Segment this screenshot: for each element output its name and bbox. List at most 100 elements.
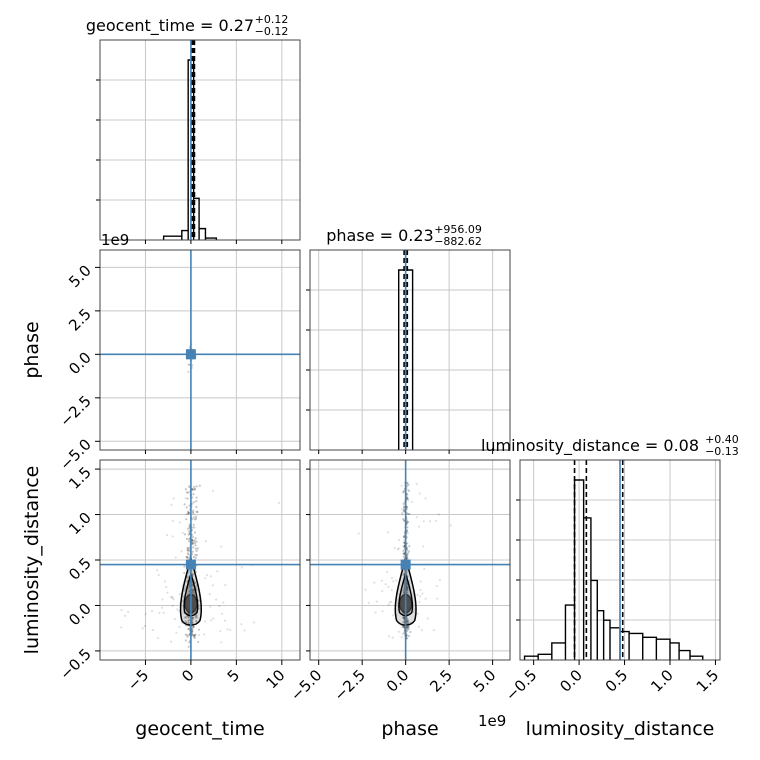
scatter-geocent_time-vs-luminosity_distance-sample-point (191, 618, 194, 621)
scatter-geocent_time-vs-luminosity_distance-sample-point (184, 497, 187, 500)
scatter-geocent_time-vs-luminosity_distance-sample-point (183, 587, 186, 590)
scatter-geocent_time-vs-luminosity_distance-sample-point (196, 510, 199, 514)
x-tick-phase-label: 0.0 (383, 666, 413, 696)
scatter-phase-vs-luminosity_distance-sample-point (380, 579, 384, 582)
scatter-geocent_time-vs-luminosity_distance-sample-point (195, 619, 198, 623)
offset-label-geocent-time: 1e9 (101, 231, 129, 249)
scatter-geocent_time-vs-luminosity_distance-sample-point (156, 569, 159, 572)
x-tick-geocent-time-label: 10 (262, 666, 288, 692)
scatter-phase-vs-luminosity_distance-sample-point (422, 545, 425, 548)
scatter-geocent_time-vs-luminosity_distance-sample-point (178, 625, 181, 628)
x-tick-phase-label: 5.0 (470, 666, 500, 696)
y-axis-label-luminosity-distance: luminosity_distance (21, 466, 43, 655)
scatter-geocent_time-vs-phase-frame (99, 249, 301, 451)
scatter-geocent_time-vs-luminosity_distance-sample-point (192, 555, 195, 559)
diag-luminosity_distance-frame (519, 459, 721, 661)
scatter-geocent_time-vs-luminosity_distance-sample-point (195, 615, 198, 618)
x-tick-luminosity-distance-label: 0.5 (602, 666, 632, 696)
scatter-phase-vs-luminosity_distance-sample-point (403, 505, 406, 508)
scatter-phase-vs-luminosity_distance-sample-point (407, 626, 410, 629)
scatter-geocent_time-vs-luminosity_distance-sample-point (187, 619, 190, 622)
scatter-geocent_time-vs-luminosity_distance-sample-point (223, 619, 227, 622)
scatter-geocent_time-vs-luminosity_distance-sample-point (184, 616, 188, 619)
scatter-geocent_time-vs-luminosity_distance-sample-point (193, 542, 197, 545)
scatter-geocent_time-vs-phase-sample-point (191, 364, 194, 367)
scatter-geocent_time-vs-luminosity_distance-sample-point (191, 541, 194, 544)
scatter-geocent_time-vs-luminosity_distance-sample-point (195, 554, 199, 557)
scatter-geocent_time-vs-luminosity_distance-sample-point (183, 503, 186, 506)
scatter-geocent_time-vs-luminosity_distance-sample-point (187, 546, 190, 549)
scatter-phase-vs-luminosity_distance-sample-point (401, 513, 404, 516)
scatter-phase-vs-luminosity_distance-sample-point (402, 626, 406, 629)
scatter-geocent_time-vs-luminosity_distance-sample-point (193, 635, 196, 638)
scatter-geocent_time-vs-luminosity_distance-sample-point (187, 512, 190, 515)
scatter-phase-vs-luminosity_distance-sample-point (391, 614, 394, 617)
scatter-geocent_time-vs-luminosity_distance-sample-point (187, 576, 190, 579)
scatter-phase-vs-luminosity_distance-sample-point (423, 567, 426, 571)
scatter-geocent_time-vs-luminosity_distance-sample-point (195, 496, 198, 499)
scatter-phase-vs-luminosity_distance-sample-point (381, 610, 384, 613)
scatter-phase-vs-luminosity_distance-sample-point (437, 513, 440, 516)
scatter-phase-vs-luminosity_distance-sample-point (407, 620, 410, 623)
scatter-geocent_time-vs-luminosity_distance-sample-point (185, 537, 189, 541)
scatter-geocent_time-vs-luminosity_distance-sample-point (222, 601, 225, 604)
scatter-phase-vs-luminosity_distance-sample-point (385, 570, 389, 573)
y-tick-luminosity-distance-label: −0.5 (56, 645, 94, 683)
y-tick-phase-label: 0.0 (65, 348, 95, 378)
scatter-phase-vs-luminosity_distance-sample-point (402, 555, 405, 558)
scatter-phase-vs-luminosity_distance-sample-point (375, 600, 378, 603)
scatter-geocent_time-vs-luminosity_distance-sample-point (192, 523, 195, 526)
diag-phase-title-plus: +956.09 (434, 223, 482, 236)
scatter-phase-vs-luminosity_distance-sample-point (402, 491, 405, 494)
scatter-phase-vs-luminosity_distance-sample-point (415, 482, 418, 485)
x-tick-luminosity-distance-label: 0.0 (556, 666, 586, 696)
scatter-phase-vs-luminosity_distance-sample-point (407, 483, 410, 486)
scatter-geocent_time-vs-luminosity_distance-sample-point (161, 598, 164, 601)
scatter-phase-vs-luminosity_distance-sample-point (406, 628, 409, 631)
scatter-phase-vs-luminosity_distance-sample-point (428, 519, 432, 523)
scatter-phase-vs-luminosity_distance-sample-point (384, 583, 387, 586)
scatter-phase-vs-luminosity_distance-sample-point (424, 497, 427, 500)
scatter-geocent_time-vs-phase-sample-point (187, 363, 190, 366)
scatter-geocent_time-vs-luminosity_distance-sample-point (188, 537, 191, 541)
scatter-phase-vs-luminosity_distance-sample-point (424, 597, 427, 600)
scatter-geocent_time-vs-luminosity_distance-sample-point (191, 542, 194, 545)
scatter-geocent_time-vs-luminosity_distance-sample-point (183, 616, 186, 619)
scatter-phase-vs-luminosity_distance-sample-point (401, 616, 405, 619)
scatter-phase-vs-luminosity_distance-sample-point (397, 538, 401, 541)
scatter-geocent_time-vs-luminosity_distance-sample-point (191, 625, 194, 628)
scatter-geocent_time-vs-luminosity_distance-sample-point (185, 621, 188, 624)
x-axis-label-phase: phase (381, 718, 438, 740)
scatter-geocent_time-vs-luminosity_distance-sample-point (186, 552, 190, 555)
scatter-geocent_time-vs-luminosity_distance-sample-point (192, 526, 195, 529)
scatter-geocent_time-vs-luminosity_distance-sample-point (192, 592, 195, 595)
scatter-phase-vs-luminosity_distance-sample-point (364, 588, 367, 591)
scatter-geocent_time-vs-luminosity_distance-sample-point (203, 620, 207, 623)
scatter-geocent_time-vs-luminosity_distance-sample-point (187, 645, 190, 648)
scatter-geocent_time-vs-luminosity_distance-sample-point (195, 540, 198, 543)
scatter-geocent_time-vs-luminosity_distance-sample-point (150, 609, 154, 612)
scatter-geocent_time-vs-luminosity_distance-sample-point (195, 549, 198, 552)
scatter-geocent_time-vs-luminosity_distance-sample-point (209, 605, 212, 608)
scatter-phase-vs-luminosity_distance-sample-point (407, 634, 411, 638)
scatter-phase-vs-luminosity_distance-sample-point (392, 580, 395, 583)
scatter-geocent_time-vs-luminosity_distance-sample-point (208, 593, 211, 596)
scatter-phase-vs-luminosity_distance-sample-point (406, 549, 409, 552)
scatter-geocent_time-vs-luminosity_distance-sample-point (220, 641, 223, 644)
scatter-phase-vs-luminosity_distance-sample-point (357, 532, 360, 535)
scatter-geocent_time-vs-luminosity_distance-sample-point (194, 517, 198, 520)
scatter-geocent_time-vs-luminosity_distance-sample-point (181, 600, 185, 603)
scatter-phase-vs-luminosity_distance-sample-point (397, 630, 400, 633)
scatter-geocent_time-vs-luminosity_distance-sample-point (203, 633, 206, 636)
scatter-phase-vs-luminosity_distance-sample-point (419, 580, 422, 583)
scatter-geocent_time-vs-luminosity_distance-sample-point (120, 608, 123, 612)
scatter-phase-vs-luminosity_distance-sample-point (401, 626, 404, 629)
scatter-phase-vs-luminosity_distance-sample-point (407, 499, 410, 502)
scatter-geocent_time-vs-luminosity_distance-sample-point (211, 584, 214, 587)
scatter-phase-vs-luminosity_distance-sample-point (388, 601, 391, 604)
scatter-geocent_time-vs-luminosity_distance-sample-point (192, 546, 195, 549)
scatter-geocent_time-vs-luminosity_distance-sample-point (191, 589, 195, 592)
scatter-geocent_time-vs-luminosity_distance-sample-point (187, 548, 190, 551)
scatter-geocent_time-vs-luminosity_distance-sample-point (188, 550, 191, 553)
